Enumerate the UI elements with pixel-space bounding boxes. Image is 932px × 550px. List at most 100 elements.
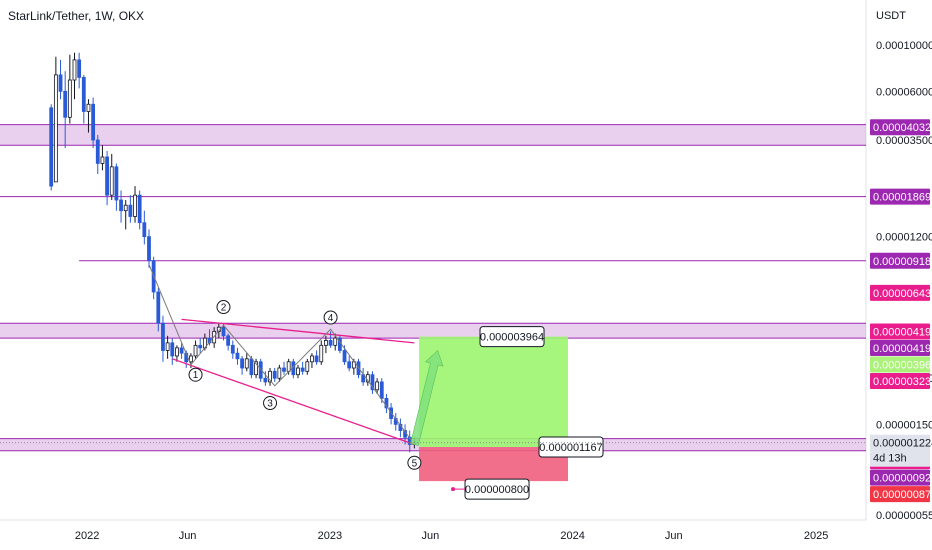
price-tag-text-1: 0.000018695 (873, 192, 932, 204)
price-tag-text-7: 0.000003231 (873, 376, 932, 388)
stop-callout-dot (451, 487, 456, 492)
candle-body-44 (254, 361, 258, 376)
wave-label-2: 2 (216, 300, 231, 315)
wave-label-5: 5 (407, 455, 422, 470)
candle-body-51 (286, 361, 291, 372)
candle-12 (105, 150, 109, 206)
candle-53 (296, 364, 300, 379)
candle-body-41 (240, 358, 245, 369)
candle-body-1 (53, 74, 58, 183)
price-tag-0: 0.000040329 (870, 119, 932, 136)
candle-58 (319, 340, 324, 365)
candle-44 (254, 358, 258, 379)
candle-body-11 (100, 156, 105, 164)
time-tick-5: Jun (665, 530, 683, 542)
price-tag-box-2 (870, 252, 930, 269)
entry-callout-box (538, 436, 604, 458)
time-tick-1: Jun (179, 530, 197, 542)
candle-62 (337, 335, 342, 354)
candle-16 (123, 200, 128, 230)
candle-body-12 (105, 156, 109, 196)
candle-57 (314, 350, 319, 365)
candle-1 (53, 56, 58, 183)
price-tag-3: 0.000006433 (870, 284, 932, 301)
candle-23 (156, 287, 161, 332)
candle-body-38 (226, 335, 231, 346)
zone-1 (0, 323, 866, 339)
last-price-text: 0.000001224 (873, 438, 932, 450)
candle-32 (198, 338, 203, 354)
candle-69 (370, 371, 375, 394)
candle-27 (175, 345, 179, 362)
candle-59 (324, 335, 328, 354)
candle-body-60 (328, 340, 333, 346)
candle-4 (67, 54, 72, 124)
wave-circle-0 (188, 367, 203, 382)
candle-5 (72, 52, 77, 100)
candle-15 (119, 190, 123, 223)
price-tags: 0.000040329 0.000018695 0.000009184 0.00000… (0, 119, 932, 503)
candle-body-40 (235, 352, 240, 360)
candle-72 (384, 393, 389, 414)
candle-body-25 (165, 342, 170, 351)
candle-body-71 (379, 381, 384, 399)
time-ticks: 2022 Jun 2023 Jun 2024 Jun 2025 (75, 530, 828, 542)
candle-74 (393, 413, 398, 431)
entry-callout-text: 0.000001167 (539, 442, 602, 454)
candle-body-61 (333, 337, 338, 346)
candle-56 (310, 353, 314, 369)
candle-body-56 (310, 355, 314, 363)
candle-body-14 (114, 166, 119, 201)
price-tag-box-3 (870, 284, 930, 301)
candle-19 (137, 190, 142, 230)
candle-body-8 (86, 103, 91, 112)
candle-37 (221, 323, 226, 341)
candle-body-30 (188, 355, 193, 363)
candle-28 (179, 342, 184, 359)
candle-3 (63, 71, 68, 149)
candle-body-54 (300, 367, 305, 372)
candle-body-43 (249, 358, 254, 376)
stop-callout-text: 0.000000800 (465, 484, 529, 496)
candle-body-46 (263, 377, 268, 383)
candle-body-37 (221, 326, 226, 337)
candle-body-57 (314, 355, 319, 363)
price-tag-7: 0.000003231 (870, 372, 932, 389)
candle-55 (305, 358, 310, 375)
candle-body-50 (282, 367, 286, 372)
candle-9 (91, 97, 96, 149)
candle-39 (230, 340, 235, 359)
candle-2 (58, 59, 63, 100)
price-tag-10: 0.000000928 (870, 469, 932, 486)
candle-40 (235, 347, 240, 365)
candle-64 (347, 355, 352, 372)
candle-body-72 (384, 397, 389, 409)
wave-number-1: 2 (221, 303, 227, 314)
price-tag-4: 0.000004196 (870, 323, 932, 340)
stop-callout: 0.000000800 (451, 478, 530, 500)
candle-10 (95, 134, 100, 175)
candle-11 (100, 145, 105, 171)
candle-6 (77, 52, 82, 89)
price-tag-2: 0.000009184 (870, 252, 932, 269)
long-position[interactable]: 0.000003964 0.000001167 0.000000800 (419, 326, 604, 500)
candles (49, 52, 417, 453)
candle-body-58 (319, 344, 324, 363)
candle-body-9 (91, 103, 96, 141)
candle-body-26 (170, 342, 175, 357)
candle-body-7 (81, 77, 86, 112)
target-callout: 0.000003964 (479, 326, 545, 348)
price-tag-6: 0.000003964 (870, 356, 932, 373)
price-tag-box-0 (870, 119, 930, 136)
candle-body-21 (147, 236, 151, 262)
candle-body-0 (49, 107, 54, 187)
target-callout-text: 0.000003964 (480, 332, 544, 344)
price-tag-5: 0.000004196 (870, 339, 932, 356)
wave-number-0: 1 (193, 370, 199, 381)
candle-8 (86, 99, 91, 133)
price-tag-text-3: 0.000006433 (873, 288, 932, 300)
